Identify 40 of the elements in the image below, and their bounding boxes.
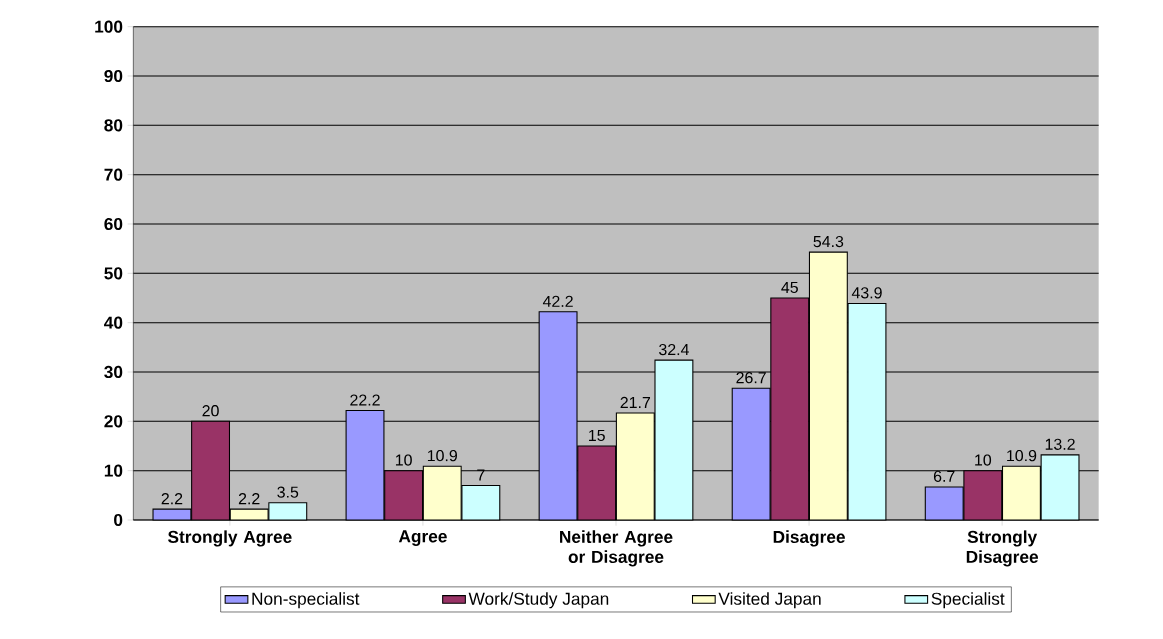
- data-label: 13.2: [1045, 438, 1075, 450]
- data-label: 2.2: [238, 493, 260, 505]
- x-tick-label: Strongly Agree: [168, 530, 292, 547]
- y-tick-label: 80: [104, 119, 123, 132]
- data-label: 42.2: [542, 295, 573, 307]
- data-label: 45: [781, 281, 798, 294]
- data-label: 43.9: [851, 287, 882, 299]
- y-tick-label: 60: [104, 217, 123, 231]
- data-label: 26.7: [736, 372, 766, 384]
- x-tick-label: Neither Agree or Disagree: [560, 530, 673, 567]
- y-tick-label: 100: [95, 20, 123, 33]
- legend-label: Non-specialist: [252, 592, 360, 609]
- data-label: 15: [589, 429, 605, 442]
- data-label: 10: [395, 454, 412, 466]
- y-tick-label: 10: [104, 464, 123, 477]
- x-tick-label: Disagree: [773, 530, 845, 547]
- y-tick-label: 0: [114, 513, 123, 527]
- data-label: 10.9: [427, 449, 457, 462]
- y-tick-label: 90: [104, 69, 123, 83]
- y-tick-label: 50: [104, 267, 123, 280]
- data-label: 6.7: [933, 470, 955, 482]
- legend-label: Specialist: [931, 592, 1005, 609]
- x-tick-label: Strongly Disagree: [966, 530, 1039, 567]
- data-label: 3.5: [277, 486, 299, 498]
- data-label: 20: [202, 405, 219, 417]
- data-label: 7: [477, 469, 485, 481]
- data-label: 10.9: [1007, 449, 1037, 462]
- y-tick-label: 70: [104, 168, 123, 181]
- y-tick-label: 40: [104, 316, 123, 329]
- x-tick-label: Agree: [398, 530, 447, 546]
- y-tick-label: 20: [104, 415, 123, 428]
- data-label: 10: [975, 454, 992, 466]
- data-label: 2.2: [161, 493, 183, 505]
- data-label: 22.2: [350, 394, 380, 406]
- data-label: 32.4: [659, 343, 689, 356]
- legend-label: Visited Japan: [718, 592, 821, 609]
- data-label: 21.7: [620, 396, 651, 408]
- y-tick-label: 30: [104, 365, 123, 379]
- data-label: 54.3: [813, 235, 844, 248]
- legend-label: Work/Study Japan: [468, 592, 609, 609]
